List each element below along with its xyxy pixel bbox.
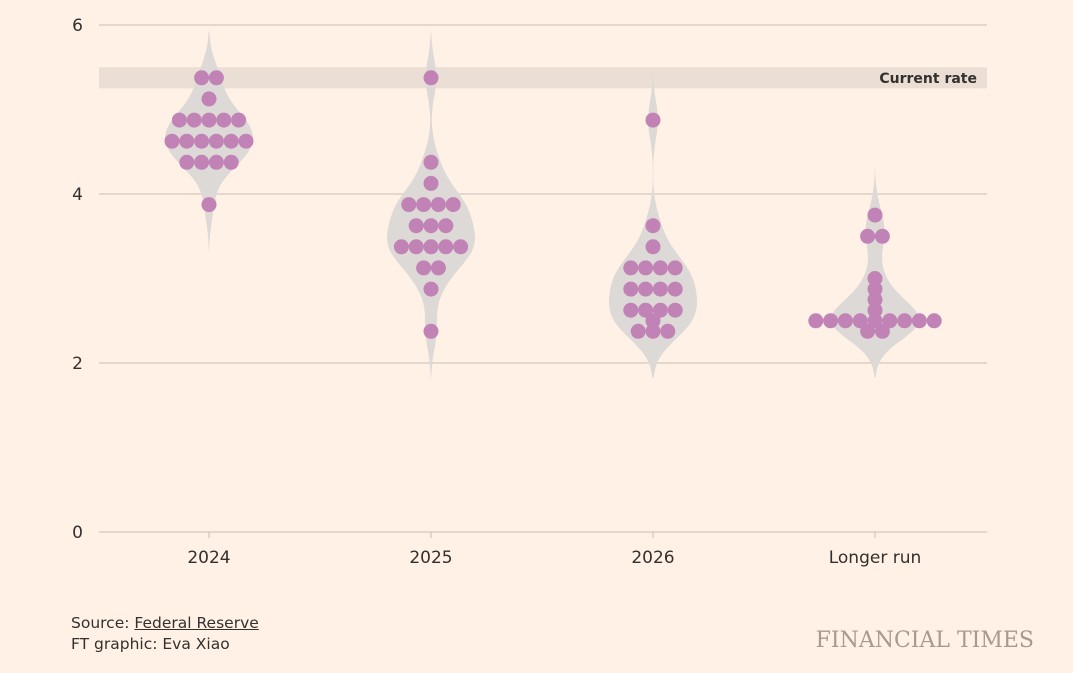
dot-longer-run bbox=[823, 313, 839, 329]
source-link[interactable]: Federal Reserve bbox=[134, 614, 259, 632]
dot-2026 bbox=[667, 281, 683, 297]
dot-longer-run bbox=[882, 313, 898, 329]
dot-2025 bbox=[408, 239, 424, 255]
y-tick-label: 6 bbox=[72, 16, 83, 36]
dot-2025 bbox=[408, 218, 424, 234]
dot-2025 bbox=[416, 197, 432, 213]
dot-2026 bbox=[645, 323, 661, 339]
dot-longer-run bbox=[897, 313, 913, 329]
dot-2024 bbox=[208, 70, 224, 86]
x-category-label: 2024 bbox=[187, 548, 230, 568]
dot-longer-run bbox=[867, 292, 883, 308]
dot-2024 bbox=[179, 154, 195, 170]
dot-2025 bbox=[445, 197, 461, 213]
dot-longer-run bbox=[926, 313, 942, 329]
dot-2024 bbox=[186, 112, 202, 128]
dot-2025 bbox=[438, 239, 454, 255]
dot-2026 bbox=[652, 260, 668, 276]
dot-longer-run bbox=[852, 313, 868, 329]
dot-2026 bbox=[623, 281, 639, 297]
dot-2025 bbox=[453, 239, 469, 255]
y-tick-label: 0 bbox=[72, 523, 83, 543]
dot-2025 bbox=[423, 175, 439, 191]
dot-2026 bbox=[645, 239, 661, 255]
y-tick-label: 2 bbox=[72, 354, 83, 374]
dot-2025 bbox=[401, 197, 417, 213]
dot-longer-run bbox=[860, 323, 876, 339]
dot-longer-run bbox=[860, 228, 876, 244]
x-category-label: 2026 bbox=[631, 548, 674, 568]
dot-2026 bbox=[667, 260, 683, 276]
dot-2025 bbox=[438, 218, 454, 234]
dot-2026 bbox=[652, 281, 668, 297]
dot-2025 bbox=[423, 323, 439, 339]
dot-2024 bbox=[216, 112, 232, 128]
current-rate-band bbox=[99, 67, 987, 89]
dot-longer-run bbox=[867, 302, 883, 318]
x-category-label: Longer run bbox=[829, 548, 922, 568]
dot-2026 bbox=[638, 281, 654, 297]
dot-2024 bbox=[194, 154, 210, 170]
y-tick-label: 4 bbox=[72, 185, 83, 205]
dot-2026 bbox=[630, 323, 646, 339]
dot-longer-run bbox=[911, 313, 927, 329]
dot-2025 bbox=[423, 154, 439, 170]
dot-2026 bbox=[623, 302, 639, 318]
x-category-label: 2025 bbox=[409, 548, 452, 568]
current-rate-label: Current rate bbox=[879, 71, 977, 87]
dot-2024 bbox=[231, 112, 247, 128]
dot-2025 bbox=[416, 260, 432, 276]
dot-2026 bbox=[652, 302, 668, 318]
chart-footer: Source: Federal Reserve FT graphic: Eva … bbox=[71, 613, 259, 655]
dot-2024 bbox=[201, 112, 217, 128]
graphic-credit: FT graphic: Eva Xiao bbox=[71, 635, 230, 653]
dot-longer-run bbox=[837, 313, 853, 329]
dot-2024 bbox=[223, 154, 239, 170]
dot-2024 bbox=[223, 133, 239, 149]
dot-2026 bbox=[623, 260, 639, 276]
dot-2026 bbox=[645, 218, 661, 234]
dot-2025 bbox=[423, 281, 439, 297]
source-prefix: Source: bbox=[71, 614, 135, 632]
dot-2024 bbox=[208, 154, 224, 170]
dot-2026 bbox=[660, 323, 676, 339]
dot-2024 bbox=[194, 70, 210, 86]
dot-2025 bbox=[430, 260, 446, 276]
source-line: Source: Federal Reserve bbox=[71, 613, 259, 634]
dot-longer-run bbox=[867, 207, 883, 223]
dot-longer-run bbox=[867, 313, 883, 329]
dot-longer-run bbox=[874, 228, 890, 244]
dot-2024 bbox=[171, 112, 187, 128]
dot-2024 bbox=[208, 133, 224, 149]
dot-2024 bbox=[238, 133, 254, 149]
dot-2026 bbox=[638, 302, 654, 318]
dot-2025 bbox=[393, 239, 409, 255]
dot-2025 bbox=[423, 70, 439, 86]
dot-2024 bbox=[164, 133, 180, 149]
dot-2026 bbox=[645, 313, 661, 329]
dot-2024 bbox=[179, 133, 195, 149]
dot-2024 bbox=[194, 133, 210, 149]
dot-longer-run bbox=[808, 313, 824, 329]
dot-plot-chart: 0 2 4 6 Current rate 2024 2025 2026 Longer run bbox=[72, 16, 987, 568]
dot-longer-run bbox=[874, 323, 890, 339]
dot-2026 bbox=[638, 260, 654, 276]
dot-2025 bbox=[430, 197, 446, 213]
dot-2025 bbox=[423, 239, 439, 255]
dot-2024 bbox=[201, 197, 217, 213]
dot-2026 bbox=[645, 112, 661, 128]
ft-logo: FINANCIAL TIMES bbox=[815, 628, 1034, 653]
dot-2025 bbox=[423, 218, 439, 234]
dot-2024 bbox=[201, 91, 217, 107]
dot-longer-run bbox=[867, 271, 883, 286]
dot-2026 bbox=[667, 302, 683, 318]
dot-longer-run bbox=[867, 281, 883, 297]
